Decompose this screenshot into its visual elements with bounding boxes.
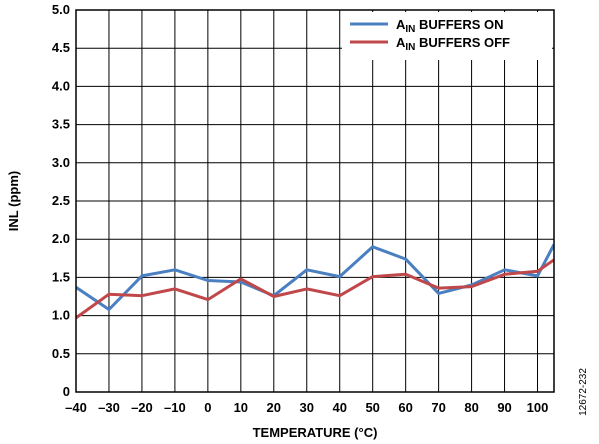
x-tick-label: 30	[300, 400, 314, 415]
y-tick-label: 3.0	[52, 155, 70, 170]
x-tick-label: 90	[497, 400, 511, 415]
x-tick-label: 10	[234, 400, 248, 415]
figure-id: 12672-232	[578, 368, 589, 416]
x-tick-label: 60	[398, 400, 412, 415]
x-tick-label: 100	[527, 400, 549, 415]
y-tick-label: 2.5	[52, 193, 70, 208]
x-tick-labels: –40 –30 –20 –10 0 10 20 30 40 50 60 70 80 90 100	[65, 400, 548, 415]
legend-label: AIN BUFFERS ON	[396, 17, 504, 35]
y-tick-label: 3.5	[52, 117, 70, 132]
y-axis-title: INL (ppm)	[6, 171, 21, 231]
x-tick-label: 40	[332, 400, 346, 415]
grid-lines	[75, 9, 554, 393]
x-axis-title: TEMPERATURE (°C)	[253, 425, 378, 440]
plot-frame	[75, 9, 555, 393]
series-line-0	[76, 243, 554, 311]
x-tick-label: –10	[164, 400, 186, 415]
x-tick-label: 70	[431, 400, 445, 415]
x-tick-label: –30	[98, 400, 120, 415]
y-tick-label: 2.0	[52, 231, 70, 246]
y-tick-label: 1.0	[52, 308, 70, 323]
y-tick-label: 4.5	[52, 40, 70, 55]
x-tick-label: –40	[65, 400, 87, 415]
series-layer	[76, 243, 554, 320]
y-tick-labels: 0 0.5 1.0 1.5 2.0 2.5 3.0 3.5 4.0 4.5 5.0	[52, 2, 70, 399]
legend-box	[342, 12, 552, 60]
x-tick-label: 0	[204, 400, 211, 415]
y-tick-label: 0.5	[52, 346, 70, 361]
x-tick-label: –20	[131, 400, 153, 415]
y-tick-label: 4.0	[52, 78, 70, 93]
x-tick-label: 80	[464, 400, 478, 415]
y-tick-label: 5.0	[52, 2, 70, 17]
x-tick-label: 20	[267, 400, 281, 415]
y-tick-label: 1.5	[52, 269, 70, 284]
y-tick-label: 0	[63, 384, 70, 399]
legend-label: AIN BUFFERS OFF	[396, 35, 510, 53]
x-tick-label: 50	[365, 400, 379, 415]
series-line-1	[76, 258, 554, 320]
